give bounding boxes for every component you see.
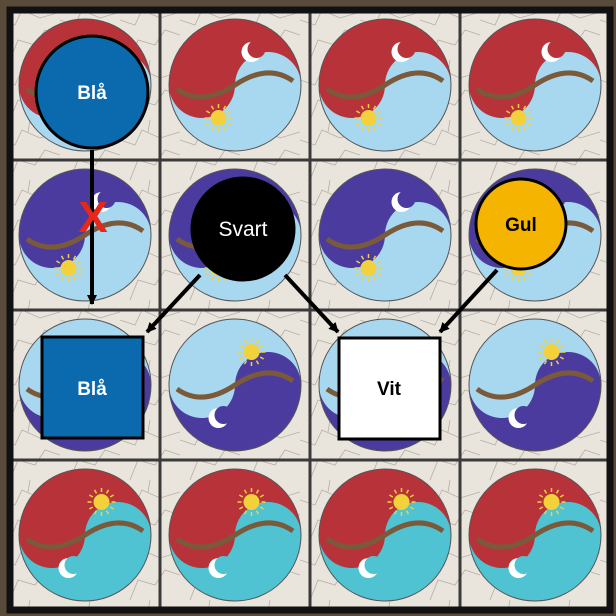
moon-icon (508, 556, 533, 578)
moon-icon (391, 40, 416, 62)
sun-icon (537, 338, 566, 366)
moon-icon (58, 556, 83, 578)
moon-icon (208, 406, 233, 428)
sun-icon (237, 338, 266, 366)
sun-icon (204, 104, 233, 132)
bla-circle-label: Blå (77, 83, 107, 104)
moon-icon (391, 190, 416, 212)
svart-circle-label: Svart (218, 218, 267, 241)
yin-yang-tile (318, 18, 452, 152)
vit-square-token[interactable]: Vit (337, 336, 442, 441)
bla-circle-token[interactable]: Blå (34, 34, 150, 150)
moon-icon (91, 190, 116, 212)
arrow-svart-to-vit (283, 273, 340, 334)
sun-icon (387, 488, 416, 516)
moon-icon (508, 406, 533, 428)
yin-yang-tile (18, 168, 152, 302)
yin-yang-tile (168, 468, 302, 602)
moon-icon (241, 40, 266, 62)
yin-yang-tile (468, 468, 602, 602)
sun-icon (537, 488, 566, 516)
svart-circle-token[interactable]: Svart (190, 176, 296, 282)
arrow-gul-to-vit (438, 268, 499, 334)
yin-yang-tile (168, 318, 302, 452)
sun-icon (237, 488, 266, 516)
sun-icon (354, 254, 383, 282)
arrow-svart-to-bla (145, 273, 202, 334)
yin-yang-tile (318, 168, 452, 302)
moon-icon (358, 556, 383, 578)
moon-icon (541, 40, 566, 62)
gul-circle-label: Gul (505, 215, 537, 236)
yin-yang-tile (318, 468, 452, 602)
blocked-x-marker: X (78, 193, 107, 242)
bla-square-label: Blå (77, 379, 107, 400)
gul-circle-token[interactable]: Gul (474, 177, 568, 271)
sun-icon (54, 254, 83, 282)
yin-yang-tile (168, 18, 302, 152)
board-frame (6, 6, 614, 614)
vit-square-label: Vit (377, 379, 402, 400)
sun-icon (87, 488, 116, 516)
moon-icon (208, 556, 233, 578)
yin-yang-tile (468, 18, 602, 152)
bla-square-token[interactable]: Blå (40, 335, 145, 440)
yin-yang-tile (468, 318, 602, 452)
yin-yang-tile (18, 468, 152, 602)
sun-icon (354, 104, 383, 132)
sun-icon (504, 104, 533, 132)
